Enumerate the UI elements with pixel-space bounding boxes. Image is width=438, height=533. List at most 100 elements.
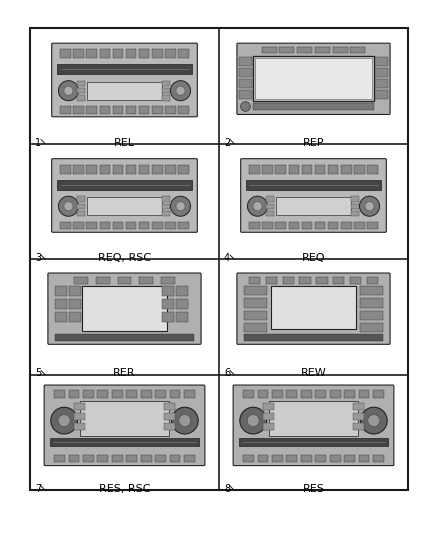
Text: 4: 4 <box>224 253 230 263</box>
Circle shape <box>172 407 198 434</box>
Bar <box>240 68 251 77</box>
Bar <box>328 222 339 229</box>
Bar <box>184 390 195 398</box>
Circle shape <box>179 415 191 426</box>
Bar <box>112 455 123 462</box>
Bar <box>50 438 199 446</box>
Bar <box>162 197 170 201</box>
Bar <box>161 277 174 284</box>
Bar <box>141 455 152 462</box>
Bar <box>162 81 170 86</box>
Bar <box>244 287 267 295</box>
Bar <box>240 90 251 99</box>
Bar <box>162 312 174 321</box>
Bar <box>246 180 381 190</box>
Bar <box>289 165 299 174</box>
Bar <box>240 79 251 88</box>
Bar <box>96 277 110 284</box>
Bar <box>112 390 123 398</box>
FancyBboxPatch shape <box>233 385 394 466</box>
Bar <box>69 390 79 398</box>
Bar <box>249 222 260 229</box>
Bar <box>176 287 188 296</box>
Bar <box>178 107 189 114</box>
Bar <box>126 455 137 462</box>
Bar <box>82 286 167 331</box>
Bar <box>60 49 71 59</box>
Bar <box>178 49 189 59</box>
Bar <box>178 165 189 174</box>
Bar <box>74 165 84 174</box>
Bar <box>139 49 149 59</box>
Bar <box>126 107 136 114</box>
Bar <box>258 455 268 462</box>
Bar <box>302 222 312 229</box>
Text: 1: 1 <box>35 138 41 148</box>
Bar <box>80 401 169 435</box>
Bar <box>276 165 286 174</box>
Circle shape <box>51 407 78 434</box>
Bar <box>178 222 189 229</box>
Bar <box>162 287 174 296</box>
Bar <box>141 390 152 398</box>
Bar <box>297 47 312 53</box>
Bar <box>164 423 174 430</box>
Bar <box>360 298 383 308</box>
Bar <box>77 197 85 201</box>
Circle shape <box>64 86 73 95</box>
Bar <box>351 211 359 216</box>
Bar <box>87 197 162 215</box>
Bar <box>69 312 81 321</box>
Bar <box>54 390 65 398</box>
Bar <box>176 299 188 309</box>
Bar <box>359 455 369 462</box>
Bar <box>300 277 311 284</box>
Bar <box>351 197 359 201</box>
Bar <box>99 49 110 59</box>
Bar <box>244 334 383 341</box>
Bar <box>139 222 149 229</box>
Bar <box>97 455 108 462</box>
Bar <box>354 222 364 229</box>
Bar <box>375 68 388 77</box>
Bar <box>86 49 97 59</box>
Bar <box>99 165 110 174</box>
Bar <box>373 390 384 398</box>
Text: RES, RSC: RES, RSC <box>99 484 150 494</box>
Bar <box>165 165 176 174</box>
Bar <box>330 455 341 462</box>
Circle shape <box>170 80 191 101</box>
Circle shape <box>64 201 73 211</box>
Bar <box>83 390 94 398</box>
Bar <box>266 204 274 209</box>
Bar <box>126 390 137 398</box>
Bar <box>113 165 124 174</box>
Bar <box>55 299 67 309</box>
FancyBboxPatch shape <box>237 273 390 344</box>
Bar <box>139 277 153 284</box>
Bar <box>271 286 356 329</box>
Bar <box>74 277 88 284</box>
Bar <box>353 413 364 419</box>
Bar <box>184 455 195 462</box>
Text: 8: 8 <box>224 484 230 494</box>
Bar <box>244 311 267 319</box>
Bar <box>315 390 326 398</box>
Bar <box>74 107 84 114</box>
Bar <box>264 413 274 419</box>
Bar <box>249 165 260 174</box>
Bar <box>69 455 79 462</box>
Bar <box>77 81 85 86</box>
Bar <box>155 455 166 462</box>
Bar <box>243 390 254 398</box>
FancyBboxPatch shape <box>48 273 201 344</box>
Bar <box>69 287 81 296</box>
Bar <box>350 277 361 284</box>
Bar <box>373 455 384 462</box>
Bar <box>113 107 124 114</box>
Text: REW: REW <box>300 368 326 378</box>
Bar <box>262 222 273 229</box>
Bar <box>289 222 299 229</box>
Bar <box>164 402 174 410</box>
Circle shape <box>365 201 374 211</box>
